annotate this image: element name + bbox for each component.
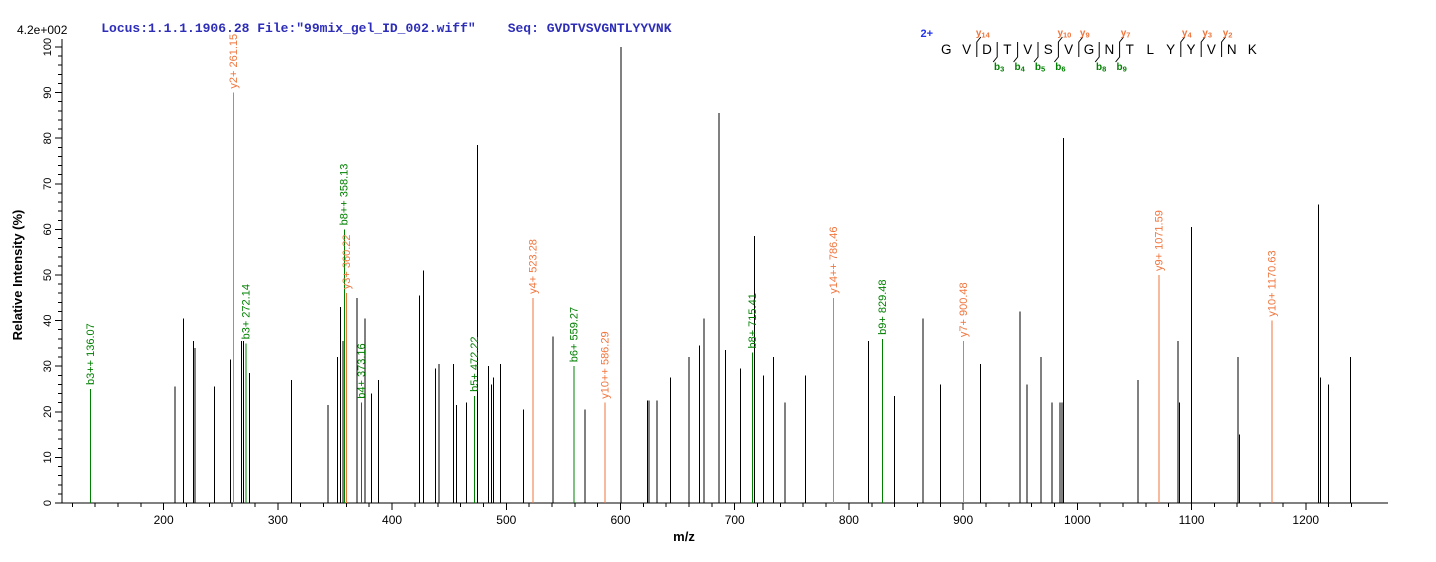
y-ion-marker-label: y9	[1080, 28, 1090, 40]
y-tick-label: 80	[42, 132, 54, 144]
yb-cleavage-mark	[1054, 36, 1063, 63]
b-ion-marker-label: b4	[1014, 62, 1025, 74]
y-tick-label: 50	[42, 269, 54, 281]
x-tick-label: 800	[839, 513, 859, 527]
b-cleavage-mark	[1013, 42, 1019, 63]
peak-label: y10+ 1170.63	[1267, 250, 1279, 316]
peak-label: y10++ 586.29	[599, 331, 611, 398]
y-cleavage-mark	[976, 36, 982, 57]
intensity-scale-label: 4.2e+002	[17, 23, 68, 37]
peak-label: y7+ 900.48	[958, 282, 970, 337]
residue-letter: K	[1248, 42, 1257, 57]
x-tick-label: 1000	[1064, 513, 1091, 527]
b-cleavage-mark	[992, 42, 998, 63]
residue-letter: T	[1003, 42, 1011, 57]
y-tick-label: 10	[42, 451, 54, 463]
peak-label: b5+ 472.22	[469, 336, 481, 391]
b-cleavage-mark	[1094, 42, 1100, 63]
b-ion-marker-label: b8	[1096, 62, 1106, 74]
residue-letter: N	[1227, 42, 1237, 57]
x-tick-label: 400	[382, 513, 402, 527]
peaks	[90, 47, 1351, 503]
y-cleavage-mark	[1078, 36, 1084, 57]
peak-labels: b3++ 136.07 y2+ 261.15 b3+ 272.14 b8++ 358.…	[85, 34, 1279, 399]
peak-label: y2+ 261.15	[228, 34, 240, 89]
y-ion-marker-label: y10	[1057, 28, 1071, 40]
peak-label: y14++ 786.46	[828, 227, 840, 294]
residue-letter: N	[1105, 42, 1115, 57]
precursor-charge-label: 2+	[920, 28, 933, 40]
x-tick-label: 300	[268, 513, 288, 527]
y-ion-marker-label: y2	[1223, 28, 1233, 40]
y-tick-label: 30	[42, 360, 54, 372]
x-axis-title: m/z	[673, 529, 695, 544]
seq-header-label: Seq:	[507, 21, 539, 36]
peak-label: b6+ 559.27	[568, 307, 580, 362]
header-bar: Locus:1.1.1.1906.28 File:"99mix_gel_ID_0…	[70, 6, 672, 51]
peak-label: y9+ 1071.59	[1154, 210, 1166, 271]
y-axis-title: Relative Intensity (%)	[10, 210, 25, 341]
residue-letter: G	[941, 42, 952, 57]
y-ion-marker-label: y3	[1202, 28, 1212, 40]
residue-letter: D	[982, 42, 992, 57]
peak-label: b4+ 373.16	[356, 343, 368, 398]
peak-label: b3++ 136.07	[85, 323, 97, 385]
x-tick-label: 900	[953, 513, 973, 527]
seq-header-value: GVDTVSVGNTLYYVNK	[546, 21, 672, 36]
peak-label: y4+ 523.28	[527, 239, 539, 294]
b-ion-marker-label: b3	[994, 62, 1004, 74]
x-tick-label: 700	[725, 513, 745, 527]
residue-letter: Y	[1166, 42, 1175, 57]
residue-letter: V	[1207, 42, 1216, 57]
y-ion-marker-label: y7	[1121, 28, 1131, 40]
peak-label: y3+ 360.22	[341, 234, 353, 289]
x-tick-label: 1100	[1179, 513, 1205, 527]
residue-letter: T	[1126, 42, 1134, 57]
x-tick-label: 500	[496, 513, 516, 527]
b-ion-marker-label: b6	[1055, 62, 1065, 74]
yb-cleavage-mark	[1115, 36, 1124, 63]
peak-label: b8+ 715.41	[747, 293, 759, 348]
y-cleavage-mark	[1180, 36, 1186, 57]
peak-label: b8++ 358.13	[339, 164, 351, 226]
y-tick-label: 100	[42, 38, 54, 56]
y-tick-label: 0	[42, 500, 54, 506]
residue-letter: Y	[1186, 42, 1195, 57]
y-ion-marker-label: y14	[976, 28, 991, 40]
b-ion-marker-label: b9	[1116, 62, 1126, 74]
y-tick-label: 70	[42, 178, 54, 190]
y-tick-label: 20	[42, 406, 54, 418]
axes: 200 300 400 500 600 700 800 900 1000 1100 1200 0 10 2…	[10, 38, 1388, 544]
y-cleavage-mark	[1200, 36, 1206, 57]
b-ion-marker-label: b5	[1035, 62, 1045, 74]
b-cleavage-mark	[1033, 42, 1039, 63]
y-tick-label: 40	[42, 314, 54, 326]
locus-file-text: Locus:1.1.1.1906.28 File:"99mix_gel_ID_0…	[101, 21, 476, 36]
residue-letter: G	[1084, 42, 1095, 57]
y-tick-label: 90	[42, 86, 54, 98]
residue-letter: L	[1146, 42, 1154, 57]
residue-letter: V	[962, 42, 971, 57]
residue-letter: V	[1023, 42, 1032, 57]
residue-letter: S	[1044, 42, 1053, 57]
y-tick-label: 60	[42, 223, 54, 235]
residue-letter: V	[1064, 42, 1073, 57]
peak-label: b9+ 829.48	[877, 279, 889, 334]
peak-label: b3+ 272.14	[241, 284, 253, 339]
x-tick-label: 600	[610, 513, 630, 527]
y-cleavage-mark	[1221, 36, 1226, 57]
x-tick-label: 1200	[1292, 513, 1319, 527]
x-tick-label: 200	[154, 513, 174, 527]
y-ion-marker-label: y4	[1182, 28, 1193, 40]
